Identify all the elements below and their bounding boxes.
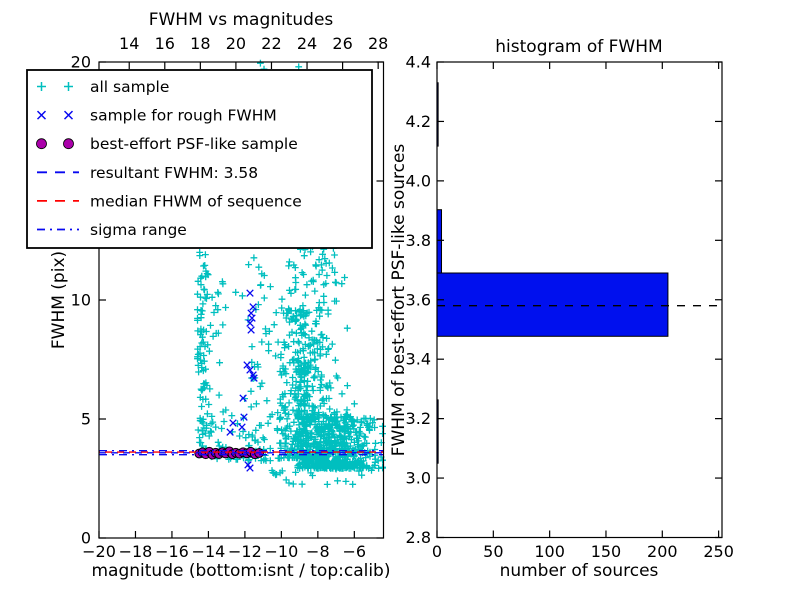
right-plot-title: histogram of FWHM [495, 37, 662, 57]
left-xtick-top-label: 24 [297, 34, 317, 53]
legend-entry-label: sample for rough FWHM [90, 107, 277, 125]
right-xtick-label: 200 [647, 542, 678, 561]
left-xtick-top-label: 18 [190, 34, 210, 53]
left-xtick-bottom-label: −14 [192, 542, 226, 561]
right-ytick-label: 4.2 [406, 112, 431, 131]
left-plot-xlabel: magnitude (bottom:isnt / top:calib) [92, 561, 391, 581]
right-ytick-label: 3.8 [406, 231, 431, 250]
left-plot-title: FWHM vs magnitudes [149, 10, 334, 30]
right-xtick-label: 150 [591, 542, 622, 561]
left-xtick-top-label: 26 [332, 34, 352, 53]
legend-dot-icon [63, 138, 74, 150]
left-xtick-top-label: 14 [119, 34, 139, 53]
left-xtick-bottom-label: −18 [119, 542, 153, 561]
left-plot-ylabel: FWHM (pix) [49, 251, 69, 349]
left-xtick-top-label: 28 [368, 34, 388, 53]
left-xtick-bottom-label: −12 [228, 542, 262, 561]
left-xtick-bottom-label: −8 [306, 542, 330, 561]
left-ytick-label: 10 [71, 291, 91, 310]
right-ytick-label: 3.4 [406, 350, 431, 369]
right-ytick-label: 3.2 [406, 409, 431, 428]
left-xtick-bottom-label: −6 [343, 542, 367, 561]
legend-x-icon [63, 110, 74, 120]
left-xtick-bottom-label: −20 [82, 542, 116, 561]
left-scatter-plot: −20 −18 −16 −14 −12 −10 −8 −6 14 16 18 20 22 24 26 28 0 5… [71, 34, 389, 561]
right-ytick-label: 2.8 [406, 528, 431, 547]
left-xtick-top-label: 22 [261, 34, 281, 53]
right-ytick-label: 4.0 [406, 171, 431, 190]
legend-entry-label: resultant FWHM: 3.58 [90, 164, 258, 182]
right-xtick-label: 250 [703, 542, 734, 561]
left-ytick-label: 5 [81, 410, 91, 429]
right-ytick-label: 3.6 [406, 290, 431, 309]
left-plot-frame [98, 61, 385, 539]
legend-plus-icon [37, 82, 46, 91]
right-ytick-label: 3.0 [406, 469, 431, 488]
left-ytick-label: 20 [71, 53, 91, 72]
legend-x-icon [36, 110, 47, 120]
legend-plus-icon [64, 82, 73, 91]
left-xtick-top-label: 20 [226, 34, 246, 53]
right-ytick-label: 4.4 [406, 53, 431, 72]
histogram-bar [436, 209, 443, 274]
legend-entry-label: median FHWM of sequence [90, 192, 302, 210]
legend-dot-icon [36, 138, 47, 150]
legend-entry-label: all sample [90, 78, 169, 96]
right-xtick-label: 50 [483, 542, 503, 561]
legend-entry-label: sigma range [90, 221, 187, 239]
histogram-bar [436, 272, 669, 337]
left-xtick-bottom-label: −16 [155, 542, 189, 561]
legend: all sample sample for rough FWHM best-effo… [26, 69, 373, 249]
right-plot-frame [436, 61, 723, 539]
legend-entry-label: best-effort PSF-like sample [90, 135, 298, 153]
right-xtick-label: 0 [432, 542, 442, 561]
right-plot-ylabel: FWHM of best-effort PSF-like sources [389, 144, 409, 457]
right-histogram-plot: 0 50 100 150 200 250 2.8 3.0 3.2 3.4 3.6 3.8 4.0 4.2 4… [406, 53, 734, 562]
left-xtick-bottom-label: −10 [264, 542, 298, 561]
left-xtick-top-label: 16 [155, 34, 175, 53]
legend-box [26, 69, 373, 249]
right-plot-xlabel: number of sources [500, 561, 659, 581]
left-ytick-label: 0 [81, 529, 91, 548]
rough-fwhm-markers [218, 289, 261, 472]
right-xtick-label: 100 [534, 542, 565, 561]
